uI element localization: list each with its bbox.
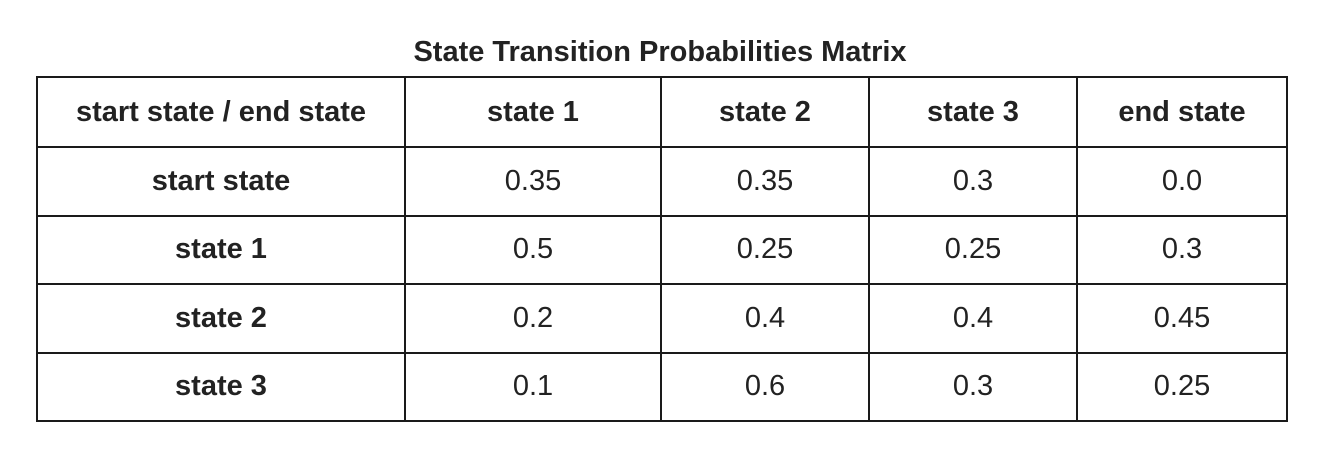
table-cell: 0.5	[404, 214, 662, 286]
table-cell: 0.0	[1076, 146, 1288, 217]
table-title: State Transition Probabilities Matrix	[413, 36, 907, 68]
row-header: start state	[36, 146, 406, 217]
table-cell: 0.3	[868, 351, 1078, 423]
row-header: state 1	[36, 214, 406, 286]
table-cell: 0.3	[1076, 214, 1288, 286]
table-cell: 0.2	[404, 283, 662, 354]
transition-matrix-table: start state / end state state 1 state 2 …	[36, 75, 1288, 423]
column-header-state-1: state 1	[404, 75, 662, 149]
column-header-state-3: state 3	[868, 75, 1078, 149]
table-cell: 0.25	[868, 214, 1078, 286]
table-row: state 2 0.2 0.4 0.4 0.45	[36, 283, 1288, 354]
table-row: start state 0.35 0.35 0.3 0.0	[36, 146, 1288, 217]
table-cell: 0.25	[1076, 351, 1288, 423]
table-cell: 0.35	[404, 146, 662, 217]
table-cell: 0.4	[660, 283, 870, 354]
table-row: state 3 0.1 0.6 0.3 0.25	[36, 351, 1288, 423]
row-header: state 3	[36, 351, 406, 423]
table-cell: 0.4	[868, 283, 1078, 354]
header-row: start state / end state state 1 state 2 …	[36, 75, 1288, 149]
table-row: state 1 0.5 0.25 0.25 0.3	[36, 214, 1288, 286]
table-cell: 0.3	[868, 146, 1078, 217]
column-header-end-state: end state	[1076, 75, 1288, 149]
row-header: state 2	[36, 283, 406, 354]
column-header-state-2: state 2	[660, 75, 870, 149]
table-cell: 0.6	[660, 351, 870, 423]
table-cell: 0.1	[404, 351, 662, 423]
table-cell: 0.45	[1076, 283, 1288, 354]
corner-header: start state / end state	[36, 75, 406, 149]
table-cell: 0.25	[660, 214, 870, 286]
table-cell: 0.35	[660, 146, 870, 217]
